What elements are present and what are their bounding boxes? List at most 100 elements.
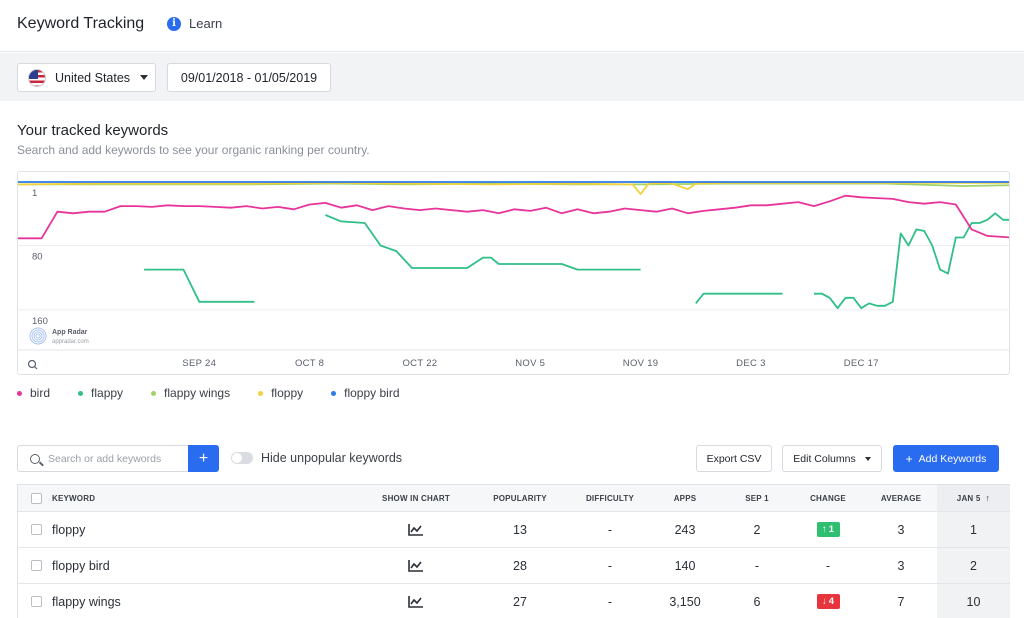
- plus-icon: +: [905, 451, 913, 466]
- app-radar-logo: [29, 327, 47, 345]
- section-subtitle: Search and add keywords to see your orga…: [17, 143, 370, 157]
- y-tick-label: 80: [32, 252, 43, 263]
- us-flag-icon: [28, 68, 46, 87]
- legend-dot: [258, 390, 264, 396]
- change-down-badge: ↓ 4: [816, 594, 840, 609]
- add-keywords-button[interactable]: + Add Keywords: [893, 445, 999, 472]
- filter-bar: United States 09/01/2018 - 01/05/2019: [0, 53, 1024, 101]
- row-checkbox[interactable]: [31, 560, 42, 571]
- x-tick-label: OCT 8: [295, 358, 324, 369]
- legend-label: flappy wings: [164, 386, 231, 400]
- caret-down-icon: [864, 456, 871, 461]
- page-title: Keyword Tracking: [17, 15, 145, 32]
- col-jan5-label: JAN 5: [956, 493, 981, 503]
- apps-cell: 140: [674, 558, 696, 573]
- col-apps[interactable]: APPS: [673, 493, 697, 503]
- date-range-picker[interactable]: 09/01/2018 - 01/05/2019: [167, 63, 331, 92]
- date-range-label: 09/01/2018 - 01/05/2019: [180, 70, 318, 85]
- col-keyword[interactable]: KEYWORD: [52, 493, 96, 503]
- table-row: floppy 13 - 243 2 ↑ 1 3 1: [18, 512, 1010, 548]
- keyword-cell: floppy: [52, 522, 86, 537]
- apps-cell: 243: [674, 522, 696, 537]
- keyword-cell: flappy wings: [52, 594, 121, 609]
- arrow-up-icon: ↑: [821, 524, 827, 535]
- select-all-checkbox[interactable]: [31, 492, 42, 504]
- table-row: flappy wings 27 - 3,150 6 ↓ 4 7 10: [18, 584, 1010, 618]
- keyword-cell: floppy bird: [52, 558, 110, 573]
- export-csv-button[interactable]: Export CSV: [696, 445, 772, 472]
- col-show-in-chart[interactable]: SHOW IN CHART: [382, 493, 450, 503]
- series-line-flappy: [814, 212, 1009, 310]
- hide-unpopular-toggle[interactable]: [231, 452, 253, 464]
- jan5-cell: 10: [937, 584, 1010, 618]
- watermark-url: appradar.com: [52, 339, 89, 345]
- export-csv-label: Export CSV: [706, 452, 762, 465]
- legend-dot: [78, 390, 84, 396]
- legend-item-floppy[interactable]: floppy: [258, 386, 303, 400]
- legend-label: bird: [30, 386, 51, 400]
- caret-down-icon: [140, 75, 149, 80]
- line-chart-icon[interactable]: [408, 559, 424, 572]
- country-label: United States: [55, 70, 131, 85]
- popularity-cell: 28: [513, 558, 527, 573]
- col-sep1[interactable]: SEP 1: [745, 493, 769, 503]
- col-average[interactable]: AVERAGE: [880, 493, 922, 503]
- row-checkbox[interactable]: [31, 524, 42, 535]
- col-change[interactable]: CHANGE: [810, 493, 846, 503]
- legend-dot: [17, 390, 22, 396]
- change-up-badge: ↑ 1: [816, 522, 840, 537]
- legend-label: floppy bird: [344, 386, 400, 400]
- keywords-table: KEYWORD SHOW IN CHART POPULARITY DIFFICU…: [17, 484, 1010, 618]
- learn-link[interactable]: i Learn: [167, 16, 222, 31]
- ranking-chart-svg[interactable]: 1 80 160 SEP 24 OCT 8 OCT 22 NOV 5 NOV 19 DEC 3 D…: [18, 172, 1010, 375]
- apps-cell: 3,150: [669, 594, 701, 609]
- legend-item-bird[interactable]: bird: [17, 386, 50, 400]
- line-chart-icon[interactable]: [408, 523, 424, 536]
- difficulty-cell: -: [607, 558, 613, 573]
- country-dropdown[interactable]: United States: [17, 63, 156, 92]
- difficulty-cell: -: [607, 522, 613, 537]
- x-tick-label: NOV 5: [515, 358, 545, 369]
- y-tick-label: 1: [32, 188, 37, 199]
- col-difficulty[interactable]: DIFFICULTY: [585, 493, 635, 503]
- row-checkbox[interactable]: [31, 596, 42, 607]
- add-keyword-plus-button[interactable]: +: [188, 445, 219, 472]
- plus-icon: +: [198, 449, 209, 467]
- sep1-cell: 6: [753, 594, 761, 609]
- sep1-cell: -: [754, 558, 760, 573]
- edit-columns-label: Edit Columns: [793, 452, 856, 465]
- legend-label: flappy: [91, 386, 124, 400]
- x-tick-label: DEC 3: [736, 358, 765, 369]
- table-header-row: KEYWORD SHOW IN CHART POPULARITY DIFFICU…: [18, 485, 1010, 512]
- legend-item-flappy[interactable]: flappy: [78, 386, 123, 400]
- sep1-cell: 2: [753, 522, 761, 537]
- series-line-bird: [18, 194, 1009, 240]
- jan5-cell: 2: [937, 548, 1010, 583]
- line-chart-icon[interactable]: [408, 595, 424, 608]
- legend-item-floppy-bird[interactable]: floppy bird: [331, 386, 400, 400]
- change-cell: -: [825, 558, 831, 573]
- x-tick-label: OCT 22: [402, 358, 437, 369]
- x-tick-label: DEC 17: [844, 358, 879, 369]
- legend-item-flappy-wings[interactable]: flappy wings: [151, 386, 230, 400]
- page-header: Keyword Tracking i Learn: [0, 0, 1024, 52]
- table-row: floppy bird 28 - 140 - - 3 2: [18, 548, 1010, 584]
- x-tick-label: SEP 24: [182, 358, 216, 369]
- keyword-search[interactable]: [17, 445, 188, 472]
- add-keywords-label: Add Keywords: [918, 452, 987, 465]
- average-cell: 7: [897, 594, 905, 609]
- section-title: Your tracked keywords: [17, 122, 169, 139]
- ranking-chart[interactable]: 1 80 160 SEP 24 OCT 8 OCT 22 NOV 5 NOV 19 DEC 3 D…: [17, 171, 1010, 375]
- info-icon: i: [167, 16, 181, 31]
- col-popularity[interactable]: POPULARITY: [493, 493, 547, 503]
- edit-columns-button[interactable]: Edit Columns: [782, 445, 882, 472]
- series-line-flappy: [144, 268, 255, 303]
- search-input[interactable]: [48, 452, 178, 465]
- average-cell: 3: [897, 558, 905, 573]
- x-tick-label: NOV 19: [623, 358, 659, 369]
- search-icon: [30, 453, 40, 464]
- difficulty-cell: -: [607, 594, 613, 609]
- chart-legend: bird flappy flappy wings floppy floppy bird: [17, 386, 428, 400]
- col-jan5[interactable]: JAN 5 ↑: [937, 485, 1010, 511]
- zoom-icon[interactable]: [27, 359, 38, 370]
